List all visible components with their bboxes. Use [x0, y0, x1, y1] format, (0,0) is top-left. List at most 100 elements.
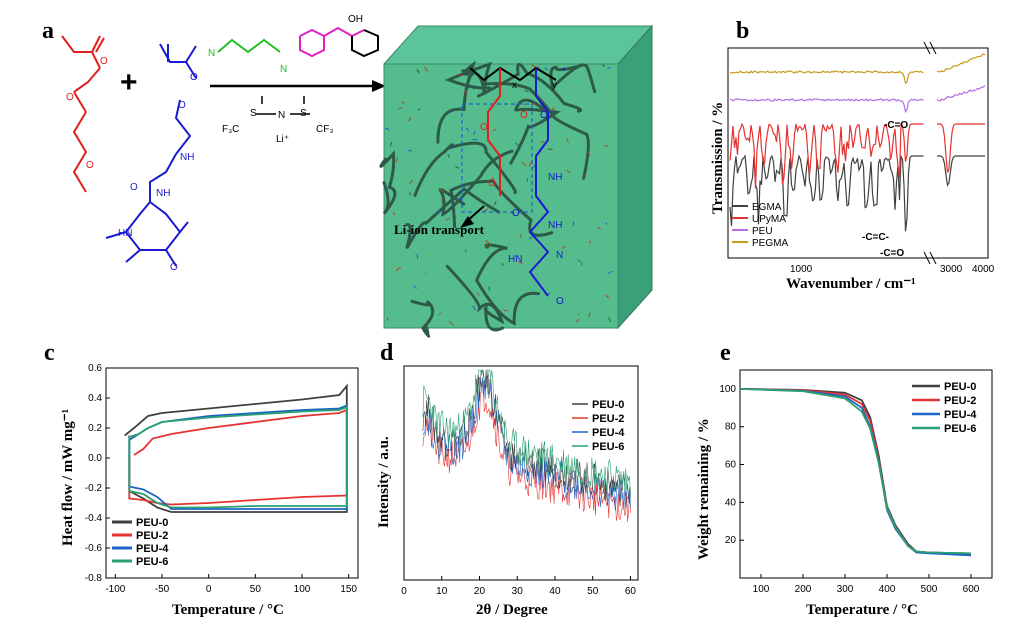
panel-d: d 0 10 20 30 40 50 60 PEU-0 PEU-2 PEU-4 PEU-6 2θ …: [376, 340, 639, 618]
xtick-label-5: 600: [963, 584, 980, 595]
upyma-o2: O: [178, 100, 186, 111]
litfsi-cf3-right: CF₃: [316, 124, 333, 135]
network-sidechain: [448, 320, 455, 326]
tga-legend-label-peu-2: PEU-2: [944, 395, 976, 407]
reaction-arrowhead: [372, 80, 386, 92]
network-sidechain: [492, 176, 495, 181]
xrd-xtick-label-5: 50: [587, 586, 599, 597]
ftir-ylabel: Transmission / %: [710, 102, 726, 214]
network-sidechain: [604, 144, 609, 148]
network-sidechain: [407, 149, 413, 152]
network-sidechain: [395, 157, 399, 163]
tga-frame: [739, 369, 993, 579]
network-sidechain: [424, 272, 427, 275]
network-sidechain: [472, 130, 476, 136]
ytick-label-0: -0.8: [85, 573, 103, 584]
network-sidechain: [602, 64, 605, 67]
network-chain: [379, 150, 397, 215]
plus-sign: +: [120, 66, 138, 99]
dsc-xlabel: Temperature / °C: [172, 602, 284, 618]
polymer-o1: O: [520, 110, 528, 121]
ftir-xlabel: Wavenumber / cm⁻¹: [786, 276, 916, 292]
network-chain: [405, 187, 501, 250]
xrd-line-peu-4: [422, 375, 631, 511]
network-sidechain: [416, 69, 420, 74]
dsc-line-peu-6: [128, 405, 348, 509]
xrd-xtick-label-6: 60: [625, 586, 637, 597]
xtick-label-2: 0: [206, 584, 212, 595]
network-sidechain: [529, 235, 533, 240]
network-sidechain: [503, 309, 508, 312]
ftir-legend-label-peu: PEU: [752, 226, 773, 237]
xtick-label-3: 400: [879, 584, 896, 595]
dsc-legend-label-peu-4: PEU-4: [136, 543, 169, 555]
network-sidechain: [587, 152, 591, 156]
network-sidechain: [437, 209, 440, 214]
ytick-label-3: 80: [725, 422, 737, 433]
tga-ticks: 100 200 300 400 500 600 20 40 60 80 100: [719, 384, 979, 595]
network-sidechain: [472, 138, 478, 141]
ytick-label-1: -0.6: [85, 543, 103, 554]
network-sidechain: [407, 117, 412, 122]
xrd-legend-label-peu-4: PEU-4: [592, 427, 625, 439]
network-sidechain: [392, 212, 396, 215]
network-sidechain: [605, 222, 608, 225]
upyma-o1: O: [190, 72, 198, 83]
upyma-o3: O: [130, 182, 138, 193]
network-sidechain: [389, 142, 393, 147]
acn-n2: N: [280, 64, 287, 75]
network-sidechain: [445, 217, 450, 221]
ftir-annot-co-1: -C=O: [884, 120, 908, 131]
xrd-frame: [403, 365, 639, 581]
ftir-line-peu: [729, 85, 986, 114]
network-sidechain: [518, 261, 523, 265]
network-sidechain: [566, 138, 569, 143]
ytick-label-1: 40: [725, 497, 737, 508]
xrd-xtick-label-2: 20: [474, 586, 486, 597]
network-sidechain: [482, 208, 489, 213]
polymer-hn: HN: [508, 254, 522, 265]
ftir-xtick-2: 4000: [972, 264, 995, 275]
ftir-annot-co-2: -C=O: [880, 248, 904, 259]
ytick-label-4: 0.0: [88, 453, 102, 464]
dsc-line-peu-0: [124, 383, 348, 513]
network-sidechain: [540, 140, 545, 144]
network-sidechain: [597, 226, 601, 230]
xrd-legend: PEU-0 PEU-2 PEU-4 PEU-6: [572, 399, 625, 453]
network-chain: [449, 179, 554, 237]
polymer-nh2: NH: [548, 220, 562, 231]
dsc-legend-label-peu-2: PEU-2: [136, 530, 168, 542]
polymer-x: x: [512, 80, 517, 91]
upyma-nh1: NH: [180, 152, 194, 163]
axis-break-marks: [923, 41, 937, 265]
network-sidechain: [522, 102, 526, 106]
network-sidechain: [423, 66, 429, 72]
xtick-label-0: -100: [105, 584, 125, 595]
network-sidechain: [461, 228, 466, 231]
hcpk-oh: OH: [348, 14, 363, 25]
litfsi-cf3-left: F₃C: [222, 124, 239, 135]
xrd-xlabel: 2θ / Degree: [476, 602, 548, 618]
ytick-label-3: -0.2: [85, 483, 103, 494]
network-chain: [477, 62, 583, 113]
network-sidechain: [385, 127, 390, 131]
network-sidechain: [476, 292, 480, 296]
ytick-label-5: 0.2: [88, 423, 102, 434]
xrd-line-peu-2: [422, 380, 631, 522]
network-sidechain: [524, 89, 529, 93]
xrd-xtick-label-1: 10: [436, 586, 448, 597]
ytick-label-4: 100: [719, 384, 736, 395]
xtick-label-3: 50: [250, 584, 262, 595]
ftir-series: [729, 53, 986, 232]
xrd-ylabel: Intensity / a.u.: [376, 436, 392, 528]
network-sidechain: [398, 107, 403, 110]
network-sidechain: [588, 312, 591, 318]
egma-structure: [61, 35, 105, 193]
litfsi-s1: S: [250, 108, 257, 119]
network-sidechain: [605, 294, 610, 299]
network-sidechain: [409, 192, 412, 196]
tga-legend-label-peu-4: PEU-4: [944, 409, 977, 421]
network-sidechain: [401, 101, 406, 104]
